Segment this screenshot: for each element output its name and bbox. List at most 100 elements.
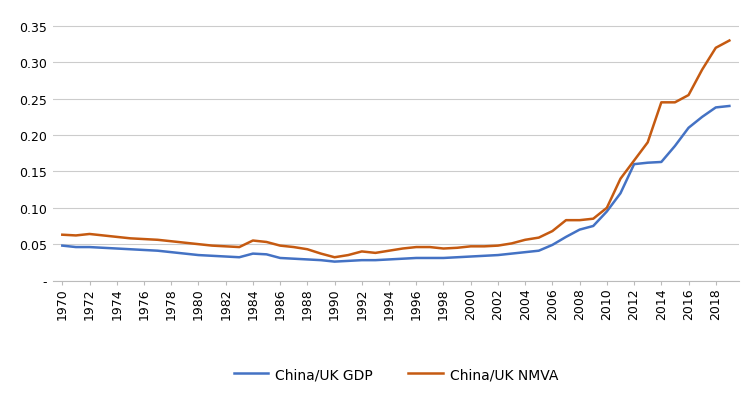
China/UK GDP [507, 252, 516, 256]
China/UK NMVA [371, 251, 380, 256]
China/UK NMVA [72, 233, 81, 238]
China/UK GDP [385, 257, 394, 262]
China/UK GDP [452, 255, 461, 260]
China/UK NMVA [643, 140, 652, 145]
China/UK GDP [207, 254, 216, 259]
China/UK NMVA [425, 245, 434, 250]
China/UK GDP [276, 256, 285, 261]
China/UK NMVA [180, 241, 189, 246]
China/UK NMVA [167, 239, 176, 244]
China/UK NMVA [466, 244, 475, 249]
China/UK NMVA [276, 244, 285, 249]
China/UK NMVA [317, 252, 326, 256]
China/UK GDP [126, 247, 135, 252]
China/UK GDP [99, 246, 108, 251]
China/UK NMVA [194, 242, 203, 247]
China/UK NMVA [452, 246, 461, 251]
China/UK NMVA [385, 249, 394, 254]
China/UK NMVA [439, 247, 448, 252]
China/UK NMVA [126, 236, 135, 241]
China/UK NMVA [657, 101, 666, 106]
China/UK NMVA [290, 245, 299, 250]
China/UK GDP [562, 235, 571, 240]
China/UK GDP [657, 160, 666, 165]
China/UK GDP [58, 244, 67, 249]
China/UK GDP [480, 254, 489, 259]
China/UK GDP [643, 161, 652, 166]
China/UK GDP [234, 255, 244, 260]
China/UK NMVA [153, 238, 162, 243]
China/UK GDP [535, 249, 544, 254]
China/UK GDP [697, 115, 706, 120]
China/UK NMVA [548, 229, 557, 234]
China/UK NMVA [670, 101, 679, 106]
China/UK GDP [616, 191, 625, 196]
China/UK GDP [425, 256, 434, 261]
China/UK NMVA [344, 253, 353, 258]
China/UK NMVA [112, 235, 121, 240]
China/UK GDP [248, 252, 257, 256]
China/UK NMVA [262, 240, 271, 245]
Line: China/UK GDP: China/UK GDP [63, 107, 729, 262]
China/UK NMVA [630, 159, 639, 164]
China/UK NMVA [330, 255, 339, 260]
China/UK NMVA [725, 39, 734, 44]
China/UK NMVA [398, 247, 407, 252]
China/UK NMVA [507, 241, 516, 246]
China/UK NMVA [684, 93, 693, 98]
China/UK GDP [180, 252, 189, 256]
China/UK NMVA [412, 245, 421, 250]
China/UK NMVA [521, 238, 530, 243]
China/UK NMVA [697, 68, 706, 73]
China/UK NMVA [99, 233, 108, 238]
China/UK GDP [466, 254, 475, 259]
China/UK GDP [670, 144, 679, 149]
China/UK GDP [630, 162, 639, 167]
China/UK GDP [439, 256, 448, 261]
China/UK NMVA [711, 46, 720, 51]
China/UK GDP [548, 243, 557, 248]
China/UK GDP [493, 253, 502, 258]
China/UK NMVA [85, 232, 94, 237]
China/UK GDP [194, 253, 203, 258]
China/UK GDP [72, 245, 81, 250]
China/UK GDP [330, 259, 339, 264]
China/UK NMVA [589, 217, 598, 222]
China/UK GDP [85, 245, 94, 250]
China/UK NMVA [248, 238, 257, 243]
China/UK GDP [262, 252, 271, 257]
China/UK NMVA [562, 218, 571, 223]
China/UK GDP [317, 258, 326, 263]
China/UK GDP [589, 224, 598, 229]
China/UK GDP [139, 248, 149, 253]
China/UK GDP [725, 104, 734, 109]
China/UK NMVA [535, 235, 544, 240]
Line: China/UK NMVA: China/UK NMVA [63, 41, 729, 258]
China/UK GDP [398, 256, 407, 261]
China/UK GDP [303, 257, 312, 262]
China/UK NMVA [221, 244, 230, 249]
China/UK GDP [371, 258, 380, 263]
China/UK NMVA [303, 247, 312, 252]
China/UK GDP [602, 209, 611, 214]
China/UK NMVA [234, 245, 244, 250]
China/UK NMVA [602, 206, 611, 211]
China/UK GDP [684, 126, 693, 131]
China/UK NMVA [139, 237, 149, 242]
China/UK GDP [521, 250, 530, 255]
China/UK NMVA [493, 244, 502, 249]
China/UK GDP [167, 250, 176, 255]
Legend: China/UK GDP, China/UK NMVA: China/UK GDP, China/UK NMVA [228, 362, 563, 387]
China/UK GDP [711, 106, 720, 111]
China/UK GDP [290, 256, 299, 261]
China/UK NMVA [616, 177, 625, 182]
China/UK GDP [412, 256, 421, 261]
China/UK GDP [344, 259, 353, 264]
China/UK GDP [112, 247, 121, 252]
China/UK NMVA [575, 218, 584, 223]
China/UK GDP [575, 228, 584, 233]
China/UK GDP [357, 258, 366, 263]
China/UK NMVA [480, 244, 489, 249]
China/UK NMVA [58, 233, 67, 237]
China/UK GDP [153, 249, 162, 254]
